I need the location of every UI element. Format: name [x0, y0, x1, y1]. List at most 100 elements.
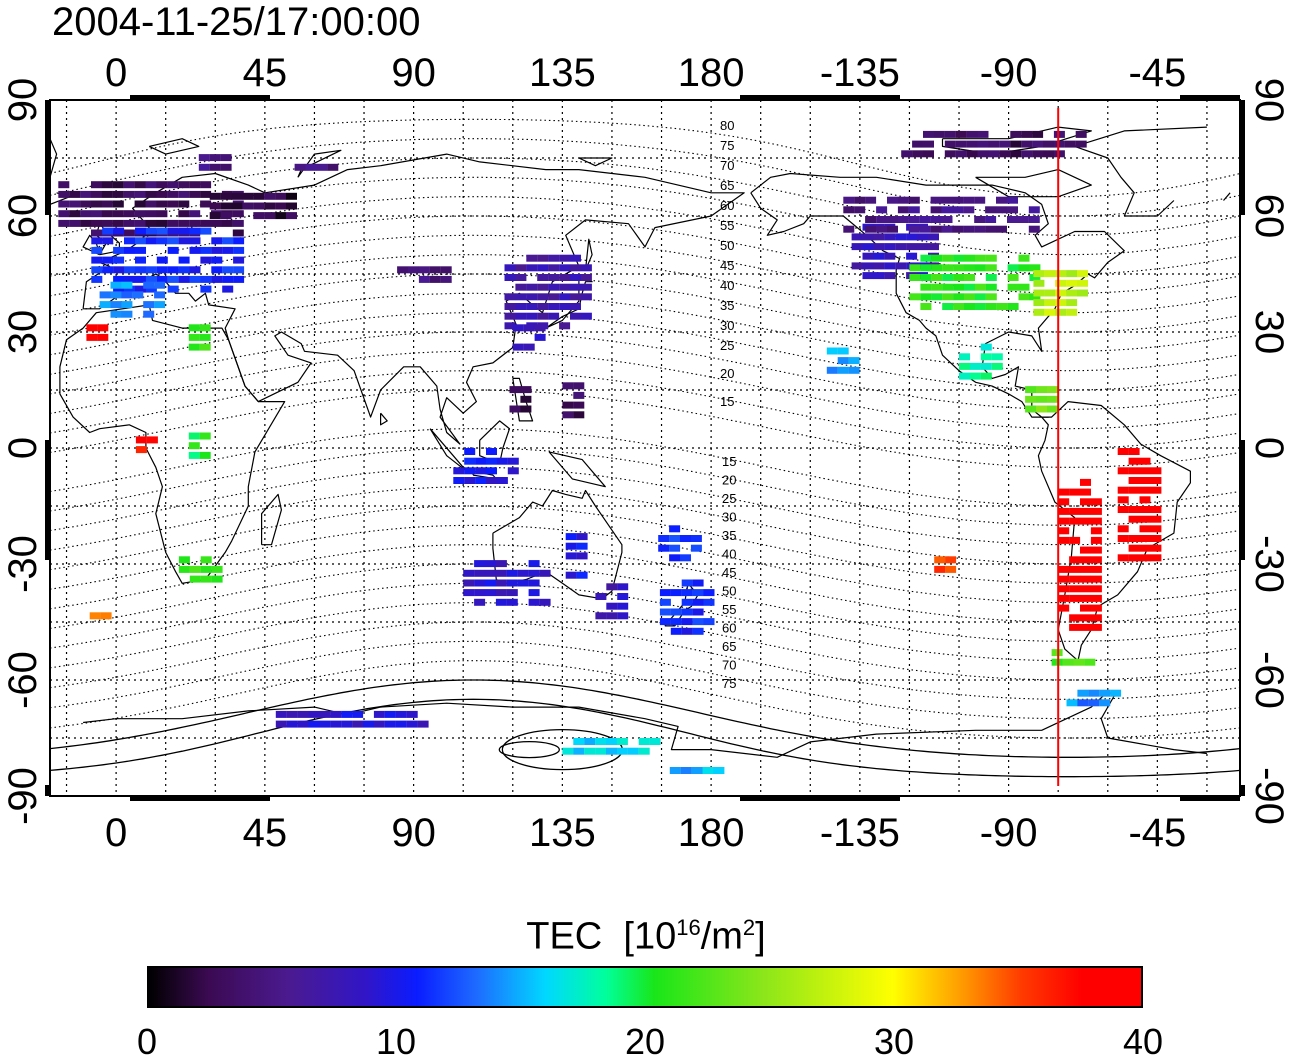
- contour-label-north: 50: [720, 238, 734, 253]
- tec-pixel: [595, 747, 607, 755]
- tec-pixel: [565, 552, 577, 560]
- tec-pixel: [1043, 140, 1054, 148]
- tec-pixel: [539, 598, 551, 606]
- tec-pixel: [69, 200, 81, 208]
- tec-pixel: [1058, 575, 1070, 583]
- tec-pixel: [121, 291, 133, 299]
- tec-pixel: [134, 181, 146, 189]
- contour-label-north: 80: [720, 118, 734, 133]
- tec-pixel: [167, 285, 179, 293]
- lat-tick-right: 90: [1247, 78, 1291, 123]
- tec-pixel: [1058, 517, 1070, 525]
- tec-pixel: [200, 227, 212, 235]
- tec-pixel: [1066, 299, 1078, 307]
- tec-pixel: [862, 252, 874, 260]
- tec-pixel: [964, 264, 975, 272]
- tec-pixel: [1080, 478, 1091, 486]
- tec-pixel: [570, 254, 581, 262]
- tec-pixel: [178, 190, 190, 198]
- tec-pixel: [548, 303, 560, 310]
- tec-pixel: [1069, 585, 1081, 593]
- tec-pixel: [1077, 279, 1088, 287]
- lon-tick-top: -45: [1128, 51, 1186, 95]
- lon-tick-top: 135: [529, 51, 596, 95]
- tec-pixel: [933, 130, 945, 138]
- tec-pixel: [102, 256, 114, 264]
- tec-pixel: [453, 477, 465, 484]
- tec-pixel: [606, 583, 618, 591]
- tec-pixel: [1069, 556, 1081, 564]
- tec-pixel: [1077, 289, 1088, 297]
- lat-tick-left: -30: [1, 535, 45, 593]
- tec-pixel: [1044, 308, 1056, 316]
- tec-pixel: [1150, 467, 1162, 475]
- tec-pixel: [408, 266, 419, 274]
- tec-pixel: [1069, 536, 1081, 544]
- tec-pixel: [669, 535, 681, 542]
- frame-bar-top: [740, 95, 900, 101]
- tec-pixel: [80, 200, 92, 208]
- tec-pixel: [188, 451, 200, 459]
- tec-pixel: [135, 266, 146, 274]
- tec-pixel: [1055, 270, 1067, 278]
- tec-pixel: [559, 274, 571, 281]
- tec-pixel: [112, 181, 124, 189]
- tec-pixel: [1080, 594, 1091, 602]
- tec-pixel: [659, 598, 671, 606]
- tec-pixel: [848, 366, 860, 374]
- tec-pixel: [985, 225, 997, 233]
- tec-pixel: [565, 533, 577, 541]
- tec-pixel: [690, 544, 702, 552]
- tec-pixel: [134, 200, 146, 208]
- tec-pixel: [576, 542, 588, 550]
- tec-pixel: [1128, 506, 1140, 513]
- tec-pixel: [559, 264, 571, 272]
- tec-pixel: [143, 301, 155, 309]
- tec-pixel: [897, 196, 909, 204]
- tec-pixel: [876, 216, 888, 223]
- tec-pixel: [123, 210, 135, 218]
- tec-pixel: [562, 411, 574, 419]
- tec-pixel: [1018, 264, 1030, 272]
- tec-pixel: [865, 216, 877, 223]
- tec-pixel: [977, 140, 989, 148]
- tec-pixel: [341, 710, 353, 718]
- tec-pixel: [974, 254, 986, 262]
- tec-pixel: [565, 542, 577, 550]
- tec-pixel: [495, 560, 507, 568]
- tec-pixel: [80, 210, 92, 218]
- tec-pixel: [222, 285, 234, 293]
- tec-pixel: [559, 322, 571, 330]
- tec-pixel: [233, 237, 245, 245]
- tec-pixel: [887, 225, 898, 233]
- tec-pixel: [156, 237, 168, 245]
- tec-pixel: [1007, 196, 1018, 204]
- tec-pixel: [942, 254, 954, 262]
- tec-pixel: [199, 432, 211, 440]
- lat-tick-right: 30: [1247, 310, 1291, 355]
- tec-pixel: [934, 556, 946, 564]
- tec-pixel: [80, 190, 92, 198]
- tec-pixel: [1080, 604, 1091, 612]
- tec-pixel: [534, 324, 546, 332]
- tec-pixel: [58, 200, 70, 208]
- tec-pixel: [99, 291, 111, 299]
- contour-label-north: 55: [720, 218, 734, 233]
- lon-tick-bottom: 180: [678, 811, 745, 855]
- tec-pixel: [80, 219, 92, 227]
- tec-pixel: [1055, 299, 1067, 307]
- tec-pixel: [669, 525, 681, 533]
- tec-pixel: [1088, 699, 1100, 707]
- tec-pixel: [286, 202, 297, 210]
- tec-pixel: [1128, 477, 1140, 484]
- tec-pixel: [485, 569, 496, 577]
- tec-pixel: [876, 206, 888, 214]
- tec-pixel: [91, 275, 103, 283]
- tec-pixel: [286, 212, 297, 220]
- tec-pixel: [996, 206, 1007, 214]
- contour-label-south: 20: [722, 473, 736, 488]
- tec-pixel: [145, 285, 157, 293]
- tec-pixel: [953, 283, 965, 291]
- tec-pixel: [1033, 270, 1045, 278]
- tec-pixel: [691, 767, 703, 774]
